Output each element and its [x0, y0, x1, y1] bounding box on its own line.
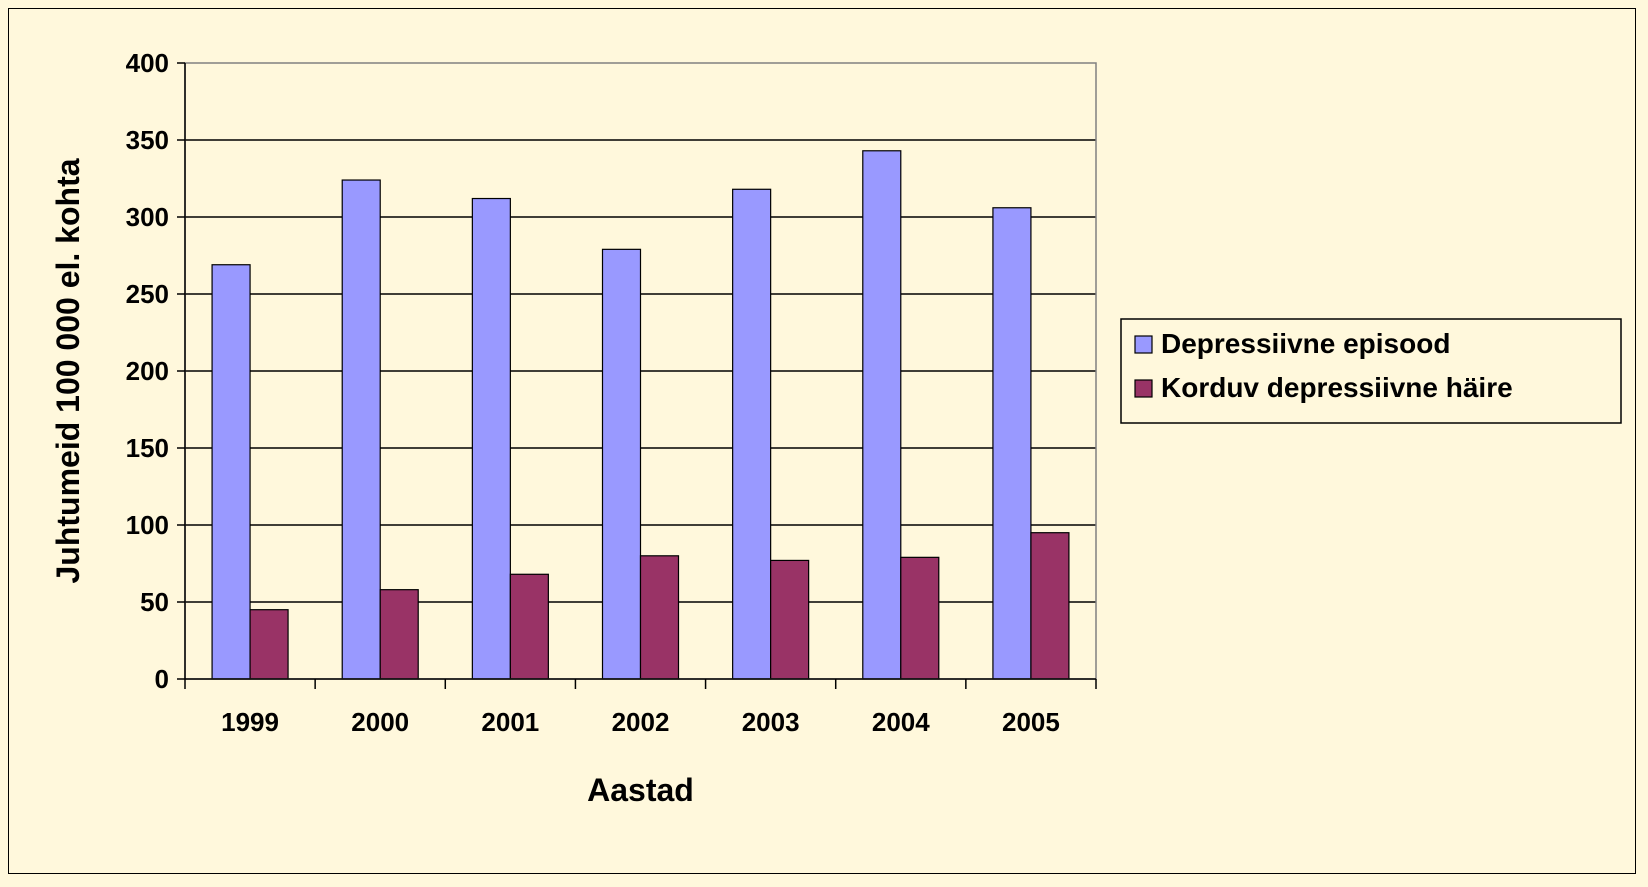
bar-korduv-depressiivne-haire-2002	[639, 555, 680, 680]
bar-depressiivne-episood-2000	[341, 179, 381, 680]
x-tick-label: 2002	[612, 707, 670, 737]
y-tick-label: 150	[126, 433, 169, 463]
bar-depressiivne-episood-2005	[992, 207, 1032, 680]
bar-korduv-depressiivne-haire-2004	[900, 556, 940, 680]
x-tick-label: 2005	[1002, 707, 1060, 737]
bar-korduv-depressiivne-haire-2001	[509, 573, 549, 680]
bar-korduv-depressiivne-haire-2003	[770, 559, 810, 680]
legend-swatch	[1134, 335, 1153, 354]
y-tick-label: 250	[126, 279, 169, 309]
bar-depressiivne-episood-2003	[732, 188, 772, 680]
legend-swatch	[1134, 379, 1153, 398]
y-tick-label: 200	[126, 356, 169, 386]
y-tick-label: 350	[126, 125, 169, 155]
legend-box	[1120, 318, 1622, 424]
x-axis-ticks: 1999 2000 2001 2002 2003 2004 2005	[184, 679, 1097, 737]
x-tick-label: 2004	[872, 707, 930, 737]
y-tick-label: 0	[155, 664, 169, 694]
chart-frame: 0 50 100 150 200 250 300 350 400 1999 2000 2001 200…	[8, 8, 1636, 874]
legend-label: Korduv depressiivne häire	[1161, 372, 1513, 403]
legend-label: Depressiivne episood	[1161, 328, 1450, 359]
bar-chart: 0 50 100 150 200 250 300 350 400 1999 2000 2001 200…	[50, 48, 1622, 808]
bar-depressiivne-episood-1999	[211, 264, 251, 680]
bars	[211, 150, 1070, 680]
y-axis-ticks: 0 50 100 150 200 250 300 350 400	[126, 48, 185, 694]
y-tick-label: 50	[140, 587, 169, 617]
bar-depressiivne-episood-2004	[862, 150, 902, 680]
y-axis-title: Juhtumeid 100 000 el. kohta	[50, 158, 86, 583]
x-axis-title: Aastad	[587, 772, 694, 808]
x-tick-label: 2001	[481, 707, 539, 737]
y-tick-label: 100	[126, 510, 169, 540]
bar-depressiivne-episood-2002	[601, 248, 642, 680]
bar-korduv-depressiivne-haire-2005	[1030, 532, 1070, 680]
bar-korduv-depressiivne-haire-1999	[249, 609, 289, 680]
y-tick-label: 300	[126, 202, 169, 232]
x-tick-label: 1999	[221, 707, 279, 737]
y-tick-label: 400	[126, 48, 169, 78]
bar-korduv-depressiivne-haire-2000	[379, 589, 419, 680]
legend: Depressiivne episood Korduv depressiivne …	[1120, 318, 1622, 424]
x-tick-label: 2003	[742, 707, 800, 737]
x-tick-label: 2000	[351, 707, 409, 737]
bar-depressiivne-episood-2001	[471, 197, 511, 680]
